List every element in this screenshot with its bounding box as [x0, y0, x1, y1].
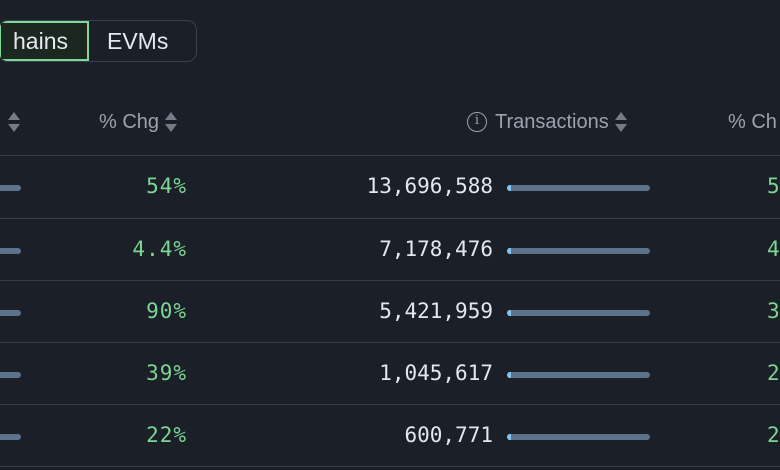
bar-tip	[507, 185, 511, 191]
sort-icon[interactable]	[614, 110, 628, 134]
bar-tip	[507, 434, 511, 440]
header-chg-label: % Chg	[99, 111, 160, 133]
chg-value: 54%	[146, 174, 187, 198]
transactions-value: 5,421,959	[379, 299, 493, 323]
chg-value: 22%	[146, 423, 187, 447]
divider	[0, 404, 780, 405]
table-header: % Chg i Transactions % Ch	[0, 106, 780, 138]
chain-type-tabs: hains EVMs	[0, 20, 197, 62]
sort-icon[interactable]	[7, 110, 21, 134]
left-bar	[0, 434, 21, 440]
divider	[0, 342, 780, 343]
chg-value: 39%	[146, 361, 187, 385]
transactions-value: 7,178,476	[379, 237, 493, 261]
transactions-value: 600,771	[404, 423, 493, 447]
tab-evms[interactable]: EVMs	[107, 28, 169, 54]
table-row[interactable]: 39% 1,045,617 2	[0, 343, 780, 405]
bar-tip	[507, 248, 511, 254]
transactions-bar	[507, 372, 650, 378]
divider	[0, 466, 780, 467]
right-chg-value: 5	[767, 174, 780, 198]
left-bar	[0, 185, 21, 191]
header-transactions[interactable]: i Transactions	[467, 106, 628, 138]
header-sort-prev[interactable]	[2, 106, 21, 138]
table-row[interactable]: 54% 13,696,588 5	[0, 156, 780, 218]
transactions-value: 1,045,617	[379, 361, 493, 385]
table-row[interactable]: 90% 5,421,959 3	[0, 281, 780, 343]
right-chg-value: 2	[767, 423, 780, 447]
right-chg-value: 3	[767, 299, 780, 323]
header-chg-right-label: % Ch	[728, 111, 777, 133]
chg-value: 90%	[146, 299, 187, 323]
bar-tip	[507, 310, 511, 316]
bar-tip	[507, 372, 511, 378]
transactions-bar	[507, 248, 650, 254]
header-chg[interactable]: % Chg	[99, 106, 178, 138]
table-row[interactable]: 22% 600,771 2	[0, 405, 780, 467]
sort-icon[interactable]	[164, 110, 178, 134]
divider	[0, 155, 780, 156]
table-row[interactable]: 4.4% 7,178,476 4	[0, 219, 780, 281]
left-bar	[0, 310, 21, 316]
header-transactions-label: Transactions	[495, 111, 609, 133]
left-bar	[0, 372, 21, 378]
transactions-bar	[507, 434, 650, 440]
info-icon[interactable]: i	[467, 112, 487, 132]
divider	[0, 218, 780, 219]
right-chg-value: 2	[767, 361, 780, 385]
header-chg-right[interactable]: % Ch	[728, 106, 777, 138]
right-chg-value: 4	[767, 237, 780, 261]
transactions-bar	[507, 310, 650, 316]
divider	[0, 280, 780, 281]
transactions-bar	[507, 185, 650, 191]
chg-value: 4.4%	[132, 237, 187, 261]
transactions-value: 13,696,588	[366, 174, 493, 198]
left-bar	[0, 248, 21, 254]
tab-chains[interactable]: hains	[0, 21, 89, 61]
